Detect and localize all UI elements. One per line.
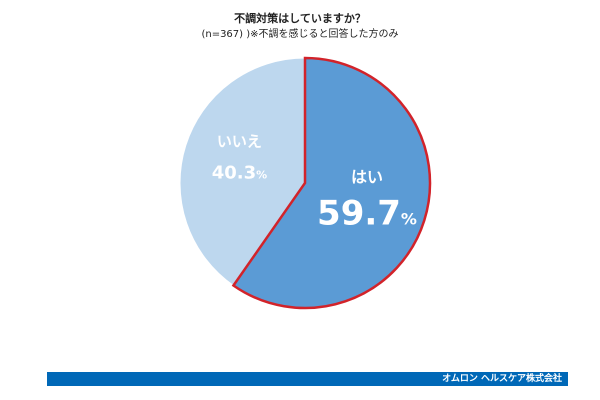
- pie-slice-0: [231, 56, 432, 310]
- slice-label-1: いいえ: [217, 132, 262, 150]
- slice-unit-0: %: [401, 210, 417, 229]
- footer-bar: オムロン ヘルスケア株式会社: [47, 372, 568, 386]
- slice-value-0: 59.7%: [317, 194, 417, 234]
- company-name: オムロン ヘルスケア株式会社: [442, 374, 562, 384]
- pie-slice-1: [179, 57, 306, 287]
- slice-value-1: 40.3%: [212, 162, 267, 183]
- slice-label-0: はい: [351, 168, 383, 187]
- chart-title: 不調対策はしていますか？: [234, 12, 366, 25]
- chart-subtitle: (n=367) )※不調を感じると回答した方のみ: [201, 29, 399, 40]
- slice-unit-1: %: [256, 168, 267, 181]
